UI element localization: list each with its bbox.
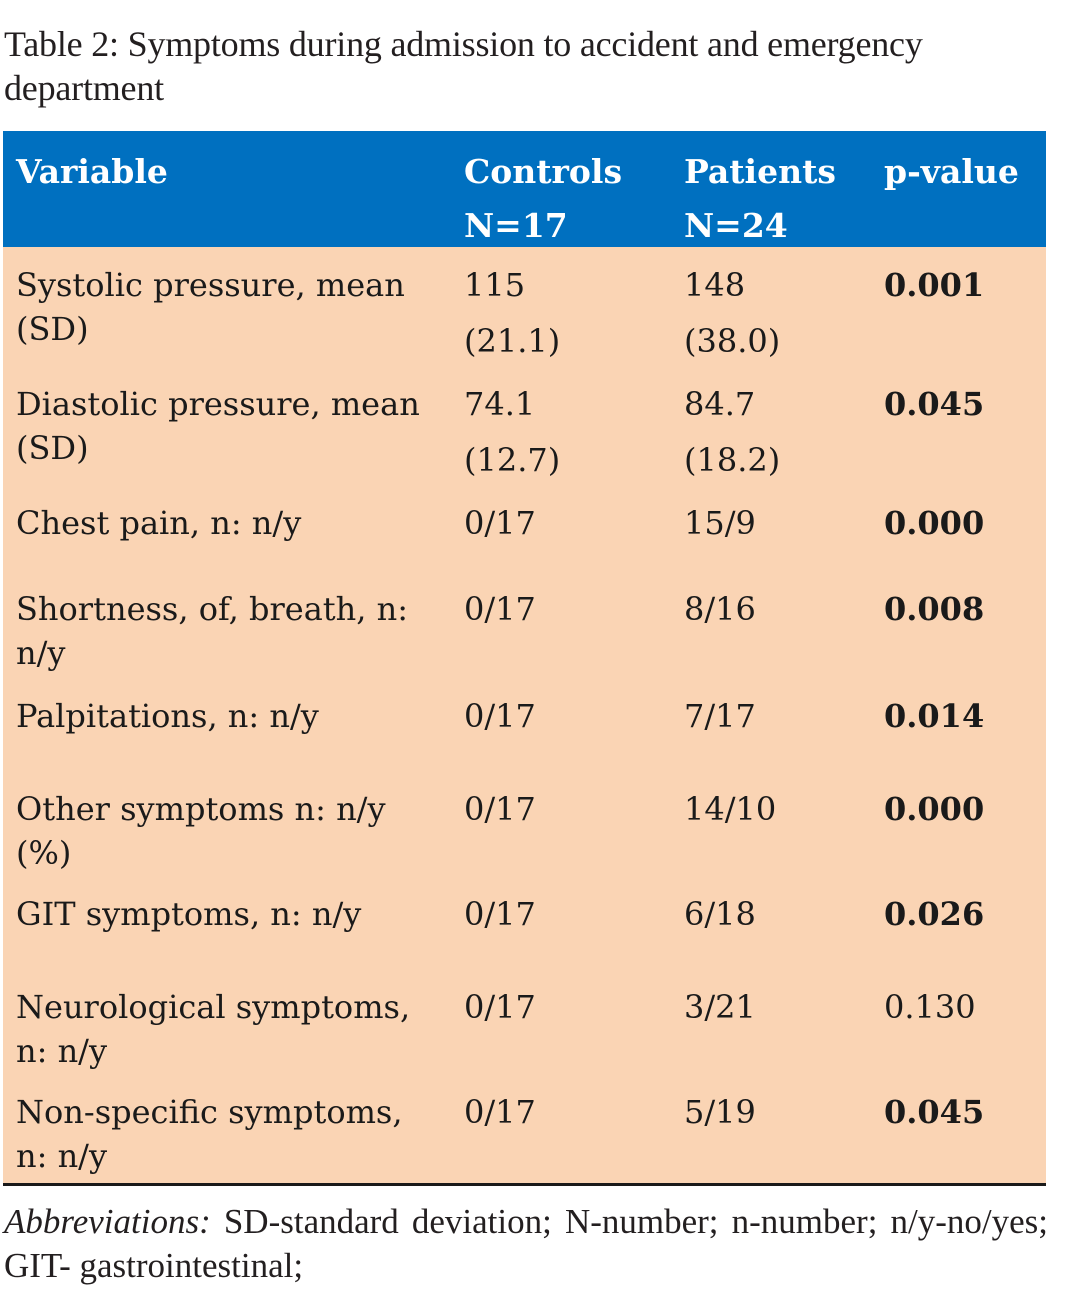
abbreviations-footnote: Abbreviations: SD-standard deviation; N-… [4, 1200, 1048, 1288]
header-patients: Patients N=24 [684, 145, 874, 253]
footnote-text: SD-standard deviation; N-number; n-numbe… [4, 1202, 1049, 1285]
row-controls: 0/17 [464, 988, 536, 1026]
row-pvalue: 0.000 [884, 504, 985, 542]
row-variable: GIT symptoms, n: n/y [16, 895, 362, 933]
row-patients-sd: (38.0) [684, 322, 781, 360]
row-variable: Other symptoms n: n/y (%) [16, 790, 386, 872]
row-pvalue: 0.045 [884, 385, 985, 423]
row-pvalue: 0.026 [884, 895, 985, 933]
header-pvalue: p-value [884, 152, 1019, 191]
row-variable: Shortness, of, breath, n: n/y [16, 590, 408, 672]
row-pvalue: 0.000 [884, 790, 985, 828]
row-variable: Chest pain, n: n/y [16, 504, 302, 542]
row-pvalue: 0.130 [884, 988, 976, 1026]
header-controls-n: N=17 [464, 206, 568, 245]
row-patients-mean: 84.7 [684, 385, 756, 423]
row-controls: 0/17 [464, 1093, 536, 1131]
header-controls-label: Controls [464, 152, 623, 191]
row-patients: 15/9 [684, 504, 756, 542]
row-controls: 0/17 [464, 590, 536, 628]
row-variable: Neurological symptoms, n: n/y [16, 988, 411, 1070]
row-patients: 6/18 [684, 895, 756, 933]
row-pvalue: 0.014 [884, 697, 985, 735]
row-patients: 84.7 (18.2) [684, 382, 874, 482]
row-patients: 8/16 [684, 590, 756, 628]
footnote-label: Abbreviations: [4, 1202, 211, 1241]
row-pvalue: 0.001 [884, 266, 985, 304]
row-controls-sd: (12.7) [464, 441, 561, 479]
row-patients-mean: 148 [684, 266, 746, 304]
table-header: Variable Controls N=17 Patients N=24 p-v… [3, 131, 1046, 247]
row-patients: 7/17 [684, 697, 756, 735]
symptoms-table: Variable Controls N=17 Patients N=24 p-v… [3, 131, 1046, 1186]
header-patients-label: Patients [684, 152, 836, 191]
row-controls: 0/17 [464, 504, 536, 542]
row-patients-sd: (18.2) [684, 441, 781, 479]
header-controls: Controls N=17 [464, 145, 664, 253]
row-controls: 0/17 [464, 895, 536, 933]
row-pvalue: 0.045 [884, 1093, 985, 1131]
row-patients: 3/21 [684, 988, 756, 1026]
row-controls: 74.1 (12.7) [464, 382, 664, 482]
table-caption: Table 2: Symptoms during admission to ac… [4, 24, 923, 108]
row-controls: 0/17 [464, 790, 536, 828]
row-pvalue: 0.008 [884, 590, 985, 628]
row-controls-mean: 74.1 [464, 385, 536, 423]
table-body: Systolic pressure, mean (SD) 115 (21.1) … [3, 247, 1046, 1186]
row-patients: 148 (38.0) [684, 263, 874, 363]
row-variable: Non-specific symptoms, n: n/y [16, 1093, 403, 1175]
header-variable: Variable [16, 152, 168, 191]
row-patients: 5/19 [684, 1093, 756, 1131]
row-patients: 14/10 [684, 790, 777, 828]
row-variable: Systolic pressure, mean (SD) [16, 266, 405, 348]
row-controls-mean: 115 [464, 266, 526, 304]
header-patients-n: N=24 [684, 206, 788, 245]
row-variable: Palpitations, n: n/y [16, 697, 319, 735]
row-variable: Diastolic pressure, mean (SD) [16, 385, 420, 467]
row-controls: 115 (21.1) [464, 263, 664, 363]
row-controls: 0/17 [464, 697, 536, 735]
row-controls-sd: (21.1) [464, 322, 561, 360]
